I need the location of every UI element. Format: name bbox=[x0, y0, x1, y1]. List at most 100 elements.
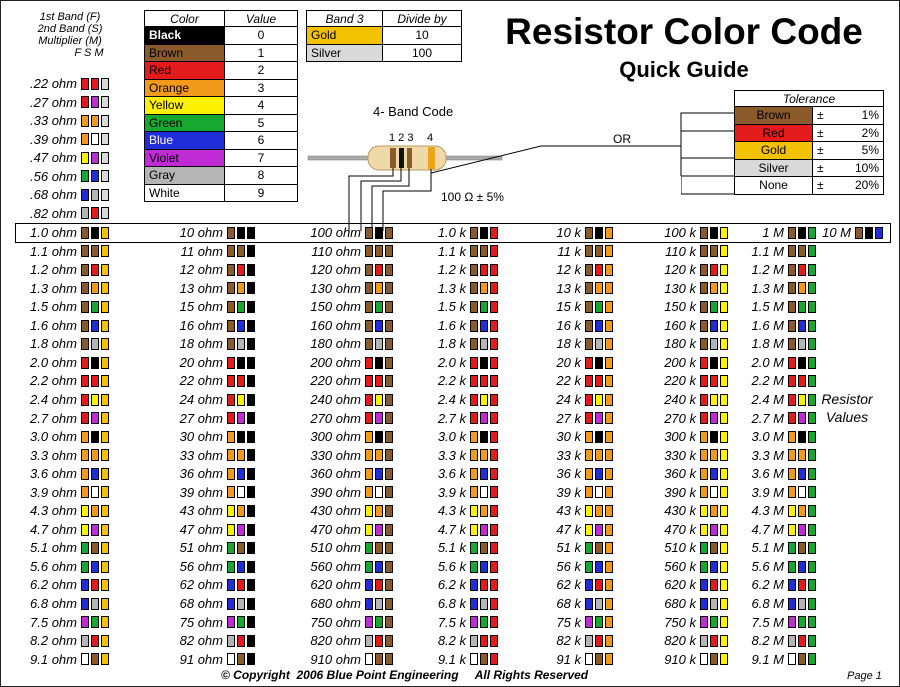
band3-divisor: 100 bbox=[382, 43, 462, 62]
color-band-swatch bbox=[81, 207, 89, 220]
color-band-swatch bbox=[585, 282, 593, 295]
resistor-value-bands bbox=[79, 391, 109, 409]
resistor-value-bands bbox=[583, 521, 613, 539]
resistor-value-label: 15 ohm bbox=[179, 299, 223, 315]
band3-color: Gold bbox=[306, 26, 383, 45]
color-band-swatch bbox=[470, 300, 478, 313]
color-band-swatch bbox=[101, 430, 109, 443]
resistor-value-label: 3.9 M bbox=[751, 484, 784, 500]
color-band-swatch bbox=[605, 653, 613, 666]
resistor-value-label: 510 k bbox=[664, 540, 696, 556]
resistor-value-label: 7.5 ohm bbox=[30, 614, 77, 630]
color-band-swatch bbox=[700, 319, 708, 332]
resistor-value-label: 6.2 ohm bbox=[30, 577, 77, 593]
color-band-swatch bbox=[81, 133, 89, 146]
color-band-swatch bbox=[375, 505, 383, 518]
color-band-swatch bbox=[81, 338, 89, 351]
color-band-swatch bbox=[605, 319, 613, 332]
resistor-value-label: 12 k bbox=[556, 262, 581, 278]
band3-row: Silver 100 bbox=[306, 43, 462, 62]
color-band-swatch bbox=[227, 467, 235, 480]
color-band-swatch bbox=[237, 338, 245, 351]
band4-number: 4 bbox=[427, 132, 434, 144]
color-band-swatch bbox=[595, 393, 603, 406]
color-band-swatch bbox=[227, 449, 235, 462]
resistor-value-bands bbox=[698, 558, 728, 576]
color-band-swatch bbox=[798, 542, 806, 555]
resistor-value-label: 56 k bbox=[556, 558, 581, 574]
resistor-value-label: 1 M bbox=[762, 225, 784, 240]
resistor-value-label: 360 ohm bbox=[310, 466, 361, 482]
color-band-swatch bbox=[808, 393, 816, 406]
color-band-swatch bbox=[375, 356, 383, 369]
resistor-value-bands bbox=[786, 651, 816, 669]
resistor-value-bands bbox=[363, 317, 393, 335]
resistor-value-bands bbox=[225, 354, 255, 372]
color-band-swatch bbox=[798, 597, 806, 610]
color-band-swatch bbox=[788, 467, 796, 480]
color-band-swatch bbox=[237, 542, 245, 555]
resistor-value-label: 2.2 ohm bbox=[30, 373, 77, 389]
resistor-value-bands bbox=[79, 354, 109, 372]
resistor-value-label: 1.0 ohm bbox=[30, 225, 77, 240]
color-band-swatch bbox=[375, 449, 383, 462]
color-band-swatch bbox=[385, 263, 393, 276]
color-band-swatch bbox=[788, 634, 796, 647]
resistor-value-bands bbox=[79, 261, 109, 279]
color-band-swatch bbox=[91, 597, 99, 610]
color-band-swatch bbox=[470, 616, 478, 629]
resistor-value-bands bbox=[698, 354, 728, 372]
color-band-swatch bbox=[480, 486, 488, 499]
color-band-swatch bbox=[480, 634, 488, 647]
resistor-value-label: 560 ohm bbox=[310, 558, 361, 574]
color-band-swatch bbox=[101, 300, 109, 313]
color-band-swatch bbox=[91, 300, 99, 313]
color-band-swatch bbox=[385, 412, 393, 425]
color-band-swatch bbox=[585, 319, 593, 332]
resistor-value-bands bbox=[225, 484, 255, 502]
color-band-swatch bbox=[788, 356, 796, 369]
color-band-swatch bbox=[480, 653, 488, 666]
plus-minus-sign: ± bbox=[812, 176, 831, 195]
resistor-value-bands bbox=[225, 595, 255, 613]
resistor-value-label: 2.7 ohm bbox=[30, 410, 77, 426]
color-band-swatch bbox=[375, 300, 383, 313]
color-band-swatch bbox=[700, 523, 708, 536]
color-band-swatch bbox=[720, 263, 728, 276]
tolerance-color: Red bbox=[734, 123, 813, 142]
color-band-swatch bbox=[237, 245, 245, 258]
resistor-value-label: 62 k bbox=[556, 577, 581, 593]
resistor-value-label: 360 k bbox=[664, 466, 696, 482]
color-band-swatch bbox=[808, 597, 816, 610]
color-band-swatch bbox=[91, 226, 99, 239]
color-band-swatch bbox=[585, 597, 593, 610]
color-band-swatch bbox=[605, 579, 613, 592]
resistor-value-label: 3.0 k bbox=[437, 429, 466, 445]
resistor-value-label: 43 ohm bbox=[179, 503, 223, 519]
color-band-swatch bbox=[470, 634, 478, 647]
color-band-swatch bbox=[101, 467, 109, 480]
resistor-value-label: 1.5 M bbox=[751, 299, 784, 315]
resistor-value-bands bbox=[468, 651, 498, 669]
color-band-swatch bbox=[227, 338, 235, 351]
fractional-value-label: .39 ohm bbox=[30, 131, 77, 147]
color-band-swatch bbox=[720, 300, 728, 313]
color-band-swatch bbox=[365, 300, 373, 313]
color-band-swatch bbox=[808, 560, 816, 573]
color-band-swatch bbox=[101, 263, 109, 276]
resistor-value-label: 22 k bbox=[556, 373, 581, 389]
resistor-value-bands bbox=[583, 280, 613, 298]
tolerance-row: None ±20% bbox=[734, 176, 884, 195]
color-band-swatch bbox=[91, 188, 99, 201]
color-band-swatch bbox=[585, 653, 593, 666]
color-band-swatch bbox=[247, 430, 255, 443]
resistor-value-label: 2.0 ohm bbox=[30, 354, 77, 370]
resistor-value-bands bbox=[363, 335, 393, 353]
resistor-value-bands bbox=[698, 261, 728, 279]
color-band-swatch bbox=[470, 319, 478, 332]
color-band-swatch bbox=[710, 245, 718, 258]
color-band-swatch bbox=[237, 579, 245, 592]
color-band-swatch bbox=[365, 375, 373, 388]
color-band-swatch bbox=[101, 505, 109, 518]
color-band-swatch bbox=[605, 542, 613, 555]
